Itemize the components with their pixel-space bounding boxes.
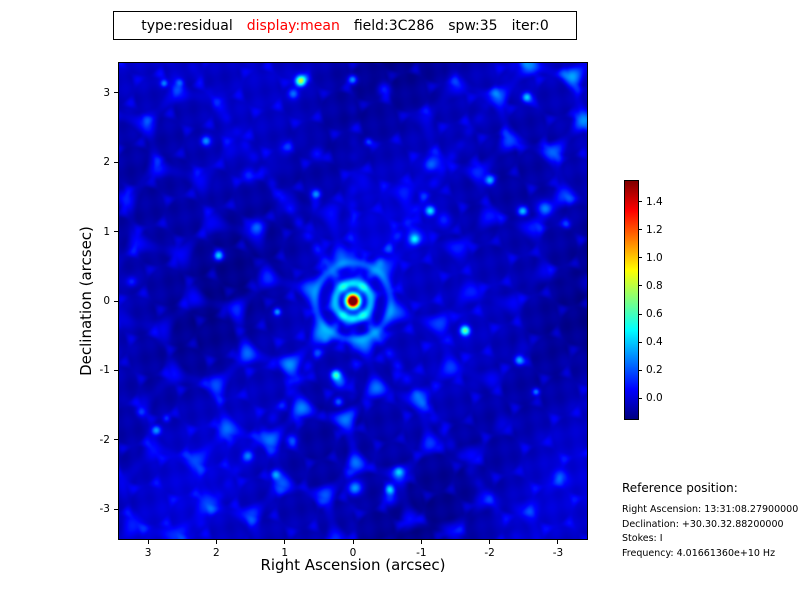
x-tick-label: 1: [281, 547, 289, 559]
colorbar-tick-label: 1.2: [646, 223, 663, 236]
y-tick-label: 3: [103, 86, 110, 99]
colorbar-tick-mark: [639, 257, 642, 259]
title-segment: spw:35: [448, 18, 498, 34]
x-axis-label: Right Ascension (arcsec): [260, 556, 446, 574]
reference-line: Right Ascension: 13:31:08.27900000: [622, 504, 799, 515]
colorbar-tick-mark: [639, 397, 642, 399]
y-tick-mark: [114, 161, 118, 163]
colorbar-tick-label: 0.2: [646, 364, 663, 377]
y-tick-mark: [114, 508, 118, 510]
y-tick-label: -2: [99, 433, 110, 446]
x-tick-label: -3: [552, 547, 564, 559]
colorbar-tick-mark: [639, 285, 642, 287]
colorbar-tick-label: 0.6: [646, 308, 663, 321]
x-tick-label: 0: [349, 547, 357, 559]
colorbar-tick-label: 1.4: [646, 195, 663, 208]
x-tick-mark: [147, 540, 149, 544]
colorbar-canvas: [624, 180, 639, 420]
residual-heatmap-canvas[interactable]: [118, 62, 588, 540]
y-tick-mark: [114, 300, 118, 302]
y-tick-label: 2: [103, 156, 110, 169]
y-tick-mark: [114, 231, 118, 233]
y-tick-label: -1: [99, 364, 110, 377]
reference-heading: Reference position:: [622, 481, 738, 495]
y-tick-label: -3: [99, 503, 110, 516]
x-tick-label: -2: [484, 547, 495, 559]
y-tick-mark: [114, 92, 118, 94]
x-tick-mark: [352, 540, 354, 544]
colorbar-tick-label: 0.8: [646, 279, 663, 292]
x-tick-mark: [557, 540, 559, 544]
colorbar-tick-mark: [639, 229, 642, 231]
colorbar-tick-mark: [639, 369, 642, 371]
y-tick-mark: [114, 369, 118, 371]
title-segment: type:residual: [141, 18, 233, 34]
title-segment: iter:0: [511, 18, 549, 34]
y-tick-label: 1: [103, 225, 110, 238]
colorbar-tick-label: 0.4: [646, 336, 663, 349]
x-tick-mark: [420, 540, 422, 544]
x-tick-mark: [215, 540, 217, 544]
colorbar-tick-mark: [639, 341, 642, 343]
colorbar-tick-mark: [639, 313, 642, 315]
colorbar-tick-label: 0.0: [646, 392, 663, 405]
x-tick-label: 2: [213, 547, 220, 559]
plot-title-box: type:residual display:mean field:3C286 spw:…: [113, 11, 577, 40]
reference-line: Stokes: I: [622, 533, 663, 544]
colorbar-tick-mark: [639, 201, 642, 203]
reference-position-block: Reference position: Right Ascension: 13:…: [622, 481, 799, 561]
y-tick-mark: [114, 439, 118, 441]
y-tick-label: 0: [103, 295, 110, 307]
reference-line: Frequency: 4.01661360e+10 Hz: [622, 547, 776, 559]
x-tick-label: -1: [416, 547, 427, 559]
x-tick-mark: [284, 540, 286, 544]
reference-line: Declination: +30.30.32.88200000: [622, 518, 784, 530]
colorbar-tick-label: 1.0: [646, 251, 663, 264]
title-segment: field:3C286: [353, 18, 435, 34]
x-tick-mark: [489, 540, 491, 544]
x-tick-label: 3: [144, 547, 152, 559]
title-segment: display:mean: [246, 18, 340, 34]
